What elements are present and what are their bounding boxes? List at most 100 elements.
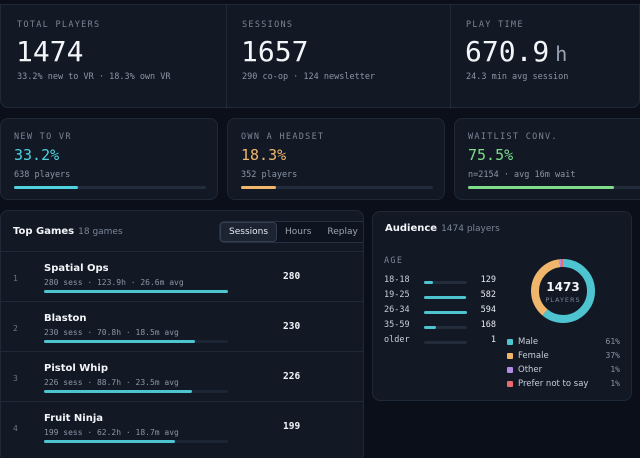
- donut-label: PLAYERS: [545, 296, 581, 304]
- kpi-sub: 638 players: [14, 170, 71, 180]
- stat-value: 1474: [16, 35, 84, 68]
- game-name: Pistol Whip: [44, 363, 109, 374]
- age-bar-fill: [424, 311, 467, 314]
- table-row[interactable]: 4 Fruit Ninja 199 sess · 62.2h · 18.7m a…: [1, 401, 363, 451]
- age-bar: [424, 326, 467, 329]
- kpi-value: 75.5%: [468, 146, 514, 164]
- stat-label: SESSIONS: [242, 20, 294, 30]
- audience-count: 1474 players: [441, 224, 500, 234]
- divider: [226, 5, 227, 109]
- donut-segment: [531, 259, 595, 323]
- age-value: 168: [480, 320, 496, 330]
- age-bar: [424, 311, 467, 314]
- legend-item: Prefer not to say 1%: [507, 379, 620, 391]
- age-bar: [424, 341, 467, 344]
- game-value: 226: [283, 371, 301, 382]
- kpi-card-own-headset: OWN A HEADSET 18.3% 352 players: [227, 118, 445, 200]
- age-label: 18-18: [384, 275, 410, 285]
- age-bar-fill: [424, 281, 434, 284]
- game-name: Blaston: [44, 313, 87, 324]
- kpi-progress-bar: [241, 186, 433, 189]
- game-bar: [44, 390, 228, 393]
- game-value: 199: [283, 421, 301, 432]
- game-value: 280: [283, 271, 301, 282]
- kpi-label: NEW TO VR: [14, 132, 72, 142]
- legend-item: Female 37%: [507, 351, 620, 363]
- kpi-sub: n=2154 · avg 16m wait: [468, 170, 576, 180]
- stat-value: 1657: [241, 35, 309, 68]
- row-rank: 1: [13, 274, 18, 283]
- age-label: 26-34: [384, 305, 410, 315]
- age-bar-fill: [424, 296, 467, 299]
- donut-total: 1473: [546, 280, 580, 294]
- legend-pct: 61%: [605, 337, 620, 346]
- game-name: Spatial Ops: [44, 263, 109, 274]
- legend-name: Male: [518, 337, 539, 347]
- age-heading: AGE: [384, 256, 404, 266]
- stat-sub: 290 co-op · 124 newsletter: [242, 72, 376, 82]
- legend-name: Other: [518, 365, 543, 375]
- kpi-progress-fill: [468, 186, 615, 189]
- game-bar-fill: [44, 290, 228, 293]
- divider: [450, 5, 451, 109]
- kpi-progress-bar: [468, 186, 640, 189]
- game-bar-fill: [44, 340, 196, 343]
- game-stats: 199 sess · 62.2h · 18.7m avg: [44, 428, 179, 437]
- age-label: 35-59: [384, 320, 410, 330]
- age-label: 19-25: [384, 290, 410, 300]
- games-count: 18 games: [78, 227, 123, 237]
- kpi-value: 18.3%: [241, 146, 287, 164]
- stat-sub: 24.3 min avg session: [466, 72, 569, 82]
- game-stats: 280 sess · 123.9h · 26.6m avg: [44, 278, 184, 287]
- donut-segment: [531, 259, 595, 323]
- kpi-card-waitlist-conv: WAITLIST CONV. 75.5% n=2154 · avg 16m wa…: [454, 118, 640, 200]
- kpi-value: 33.2%: [14, 146, 60, 164]
- legend-swatch: [507, 353, 513, 359]
- game-stats: 226 sess · 88.7h · 23.5m avg: [44, 378, 179, 387]
- game-value: 230: [283, 321, 301, 332]
- legend-swatch: [507, 381, 513, 387]
- legend-swatch: [507, 339, 513, 345]
- kpi-progress-fill: [241, 186, 277, 189]
- game-bar: [44, 340, 228, 343]
- legend-pct: 1%: [610, 379, 620, 388]
- age-value: 129: [480, 275, 496, 285]
- legend-item: Male 61%: [507, 337, 620, 349]
- row-rank: 4: [13, 424, 18, 433]
- gender-donut: [531, 259, 595, 323]
- kpi-label: OWN A HEADSET: [241, 132, 325, 142]
- kpi-label: WAITLIST CONV.: [468, 132, 558, 142]
- stat-value: 670.9 h: [465, 35, 568, 68]
- age-bar: [424, 296, 467, 299]
- top-games-panel: Top Games 18 games Sessions Hours Replay …: [0, 210, 364, 458]
- panel-title: Audience 1474 players: [385, 223, 500, 234]
- legend-name: Prefer not to say: [518, 379, 589, 389]
- game-name: Fruit Ninja: [44, 413, 104, 424]
- tab-hours[interactable]: Hours: [285, 227, 312, 237]
- age-value: 582: [480, 290, 496, 300]
- age-bar-fill: [424, 326, 437, 329]
- panel-title: Top Games 18 games: [13, 226, 123, 237]
- legend-pct: 1%: [610, 365, 620, 374]
- kpi-sub: 352 players: [241, 170, 298, 180]
- table-row[interactable]: 2 Blaston 230 sess · 70.8h · 18.5m avg 2…: [1, 301, 363, 351]
- tab-sessions[interactable]: Sessions: [220, 222, 278, 242]
- stat-label: TOTAL PLAYERS: [17, 20, 101, 30]
- game-bar-fill: [44, 440, 175, 443]
- stat-label: PLAY TIME: [466, 20, 524, 30]
- age-label: older: [384, 335, 410, 345]
- game-bar-fill: [44, 390, 193, 393]
- age-value: 594: [480, 305, 496, 315]
- kpi-card-new-to-vr: NEW TO VR 33.2% 638 players: [0, 118, 218, 200]
- kpi-progress-bar: [14, 186, 206, 189]
- age-value: 1: [490, 335, 496, 345]
- table-row[interactable]: 1 Spatial Ops 280 sess · 123.9h · 26.6m …: [1, 251, 363, 301]
- tab-replay[interactable]: Replay: [327, 227, 358, 237]
- stat-sub: 33.2% new to VR · 18.3% own VR: [17, 72, 171, 82]
- table-row[interactable]: 3 Pistol Whip 226 sess · 88.7h · 23.5m a…: [1, 351, 363, 401]
- kpi-progress-fill: [14, 186, 78, 189]
- row-rank: 3: [13, 374, 18, 383]
- game-bar: [44, 290, 228, 293]
- legend-pct: 37%: [605, 351, 620, 360]
- game-bar: [44, 440, 228, 443]
